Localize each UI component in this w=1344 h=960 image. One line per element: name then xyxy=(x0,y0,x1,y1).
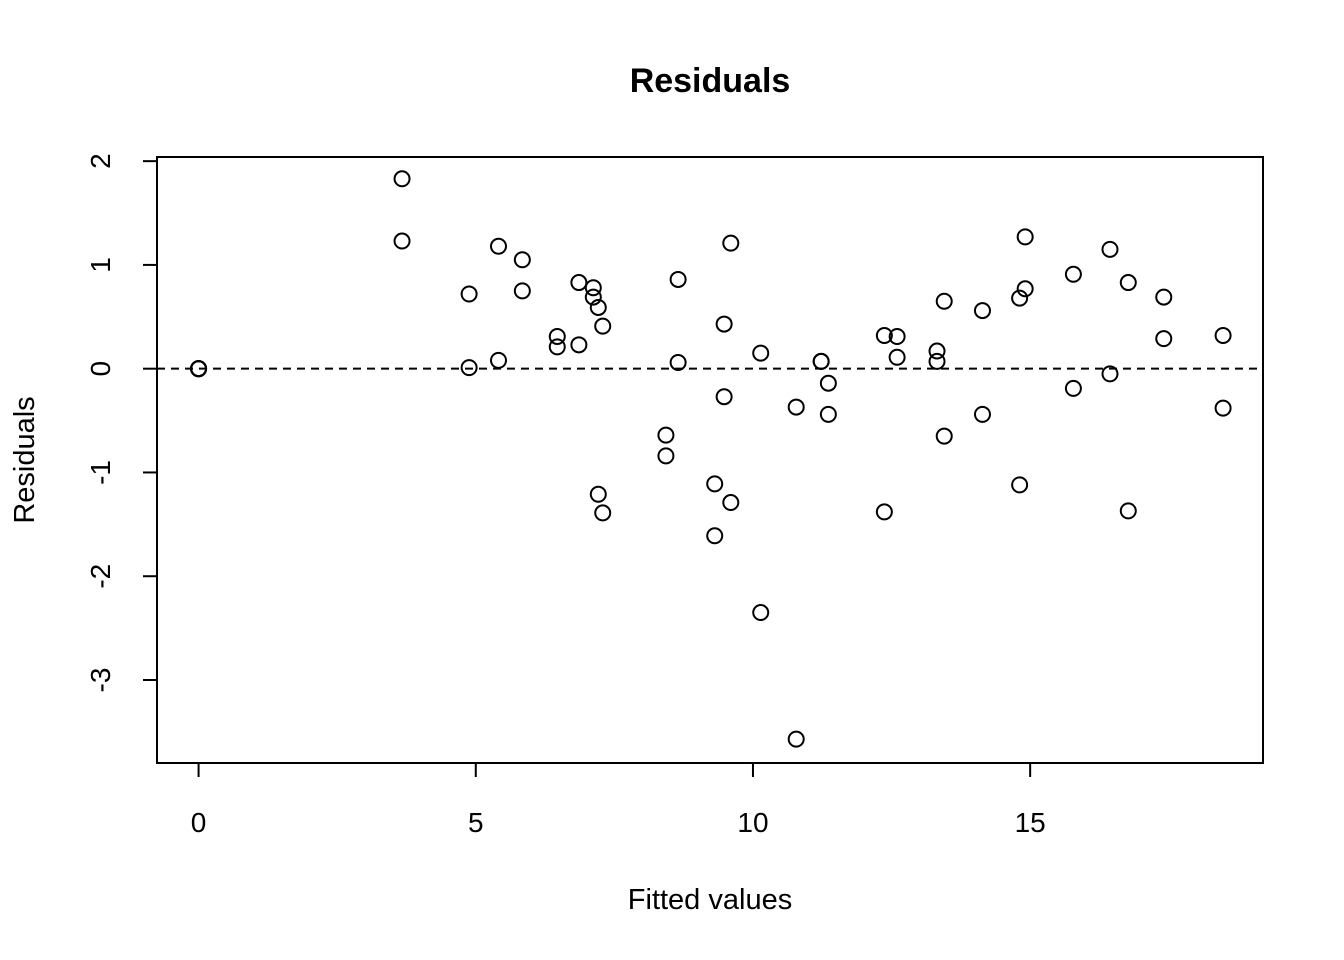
data-point xyxy=(669,353,687,371)
data-points xyxy=(190,170,1232,748)
data-point xyxy=(973,302,991,320)
x-tick-label: 15 xyxy=(1015,807,1046,838)
data-point xyxy=(928,342,946,360)
data-point xyxy=(490,351,508,369)
data-point xyxy=(888,348,906,366)
data-point xyxy=(722,494,740,512)
x-tick-label: 5 xyxy=(468,807,484,838)
data-point xyxy=(584,279,602,297)
data-point xyxy=(1101,240,1119,258)
data-point xyxy=(752,604,770,622)
data-point xyxy=(393,232,411,250)
data-point xyxy=(787,730,805,748)
data-point xyxy=(1155,330,1173,348)
x-axis: 0 5 10 15 xyxy=(191,762,1046,838)
y-tick-label: -2 xyxy=(85,564,116,589)
data-point xyxy=(1011,476,1029,494)
data-point xyxy=(548,328,566,346)
data-point xyxy=(819,405,837,423)
data-point xyxy=(973,405,991,423)
data-point xyxy=(752,344,770,362)
data-point xyxy=(1119,274,1137,292)
data-point xyxy=(589,298,607,316)
data-point xyxy=(888,328,906,346)
data-point xyxy=(657,447,675,465)
y-tick-label: -1 xyxy=(85,460,116,485)
x-tick-label: 0 xyxy=(191,807,207,838)
data-point xyxy=(1101,365,1119,383)
data-point xyxy=(1064,265,1082,283)
data-point xyxy=(1119,502,1137,520)
data-point xyxy=(669,270,687,288)
data-point xyxy=(715,315,733,333)
data-point xyxy=(589,485,607,503)
data-point xyxy=(548,338,566,356)
data-point xyxy=(1214,326,1232,344)
data-point xyxy=(490,237,508,255)
data-point xyxy=(812,352,830,370)
data-point xyxy=(584,288,602,306)
data-point xyxy=(722,234,740,252)
y-tick-label: 0 xyxy=(85,361,116,377)
data-point xyxy=(875,326,893,344)
data-point xyxy=(570,336,588,354)
plot-frame xyxy=(156,156,1264,764)
data-point xyxy=(706,475,724,493)
data-point xyxy=(460,359,478,377)
y-axis: -3 -2 -1 0 1 2 xyxy=(85,153,158,693)
y-tick-label: -3 xyxy=(85,668,116,693)
data-point xyxy=(657,426,675,444)
data-point xyxy=(706,527,724,545)
data-point xyxy=(1016,228,1034,246)
data-point xyxy=(787,398,805,416)
data-point xyxy=(1155,288,1173,306)
x-tick-label: 10 xyxy=(737,807,768,838)
data-point xyxy=(460,285,478,303)
data-point xyxy=(935,427,953,445)
chart-title: Residuals xyxy=(630,62,791,100)
y-tick-label: 2 xyxy=(85,153,116,169)
data-point xyxy=(1011,289,1029,307)
data-point xyxy=(190,360,208,378)
data-point xyxy=(1214,399,1232,417)
data-point xyxy=(594,317,612,335)
data-point xyxy=(513,282,531,300)
data-point xyxy=(594,504,612,522)
data-point xyxy=(1064,379,1082,397)
data-point xyxy=(513,251,531,269)
data-point xyxy=(935,292,953,310)
y-tick-label: 1 xyxy=(85,257,116,273)
data-point xyxy=(570,274,588,292)
data-point xyxy=(875,503,893,521)
data-point xyxy=(393,170,411,188)
data-point xyxy=(928,352,946,370)
data-point xyxy=(1016,280,1034,298)
data-point xyxy=(715,388,733,406)
x-axis-label: Fitted values xyxy=(628,884,792,916)
data-point xyxy=(819,374,837,392)
y-axis-label: Residuals xyxy=(9,396,41,523)
